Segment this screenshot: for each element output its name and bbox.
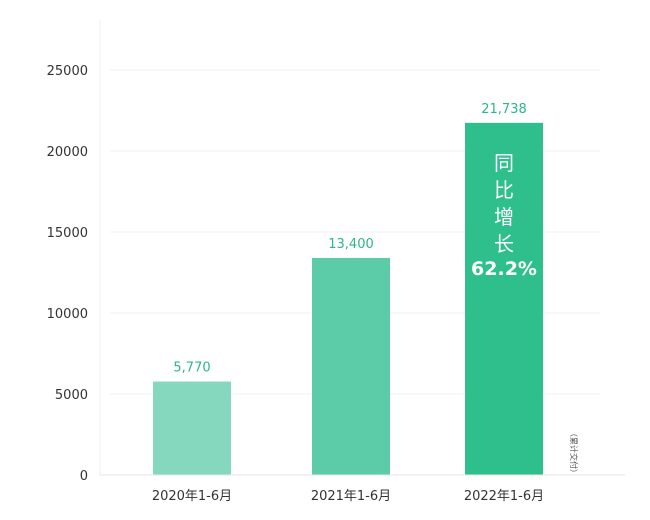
callout-value: 62.2% [471, 258, 537, 280]
x-tick-label: 2020年1-6月 [152, 489, 232, 504]
bars [153, 122, 543, 476]
y-tick-label: 15000 [47, 226, 88, 241]
callout-char: 增 [494, 205, 514, 229]
callout-char: 同 [494, 151, 514, 175]
bar [312, 257, 390, 475]
y-tick-label: 20000 [47, 145, 88, 160]
x-tick-label: 2021年1-6月 [311, 489, 391, 504]
data-label: 13,400 [328, 237, 374, 252]
data-label: 5,770 [173, 361, 210, 376]
callout-char: 长 [494, 232, 514, 256]
y-tick-label: 25000 [47, 64, 88, 79]
bar [153, 381, 231, 475]
y-tick-label: 10000 [47, 307, 88, 322]
bar [465, 122, 543, 476]
y-axis-ticks: 0 5000 10000 15000 20000 25000 [47, 64, 88, 484]
data-labels: 5,770 13,400 21,738 [173, 102, 526, 376]
y-tick-label: 5000 [55, 388, 88, 403]
y-tick-label: 0 [80, 469, 88, 484]
callout-char: 比 [494, 178, 514, 202]
x-axis-ticks: 2020年1-6月 2021年1-6月 2022年1-6月 [152, 489, 544, 504]
side-note: （累计交付） [569, 429, 579, 477]
data-label: 21,738 [481, 102, 527, 117]
x-tick-label: 2022年1-6月 [464, 489, 544, 504]
